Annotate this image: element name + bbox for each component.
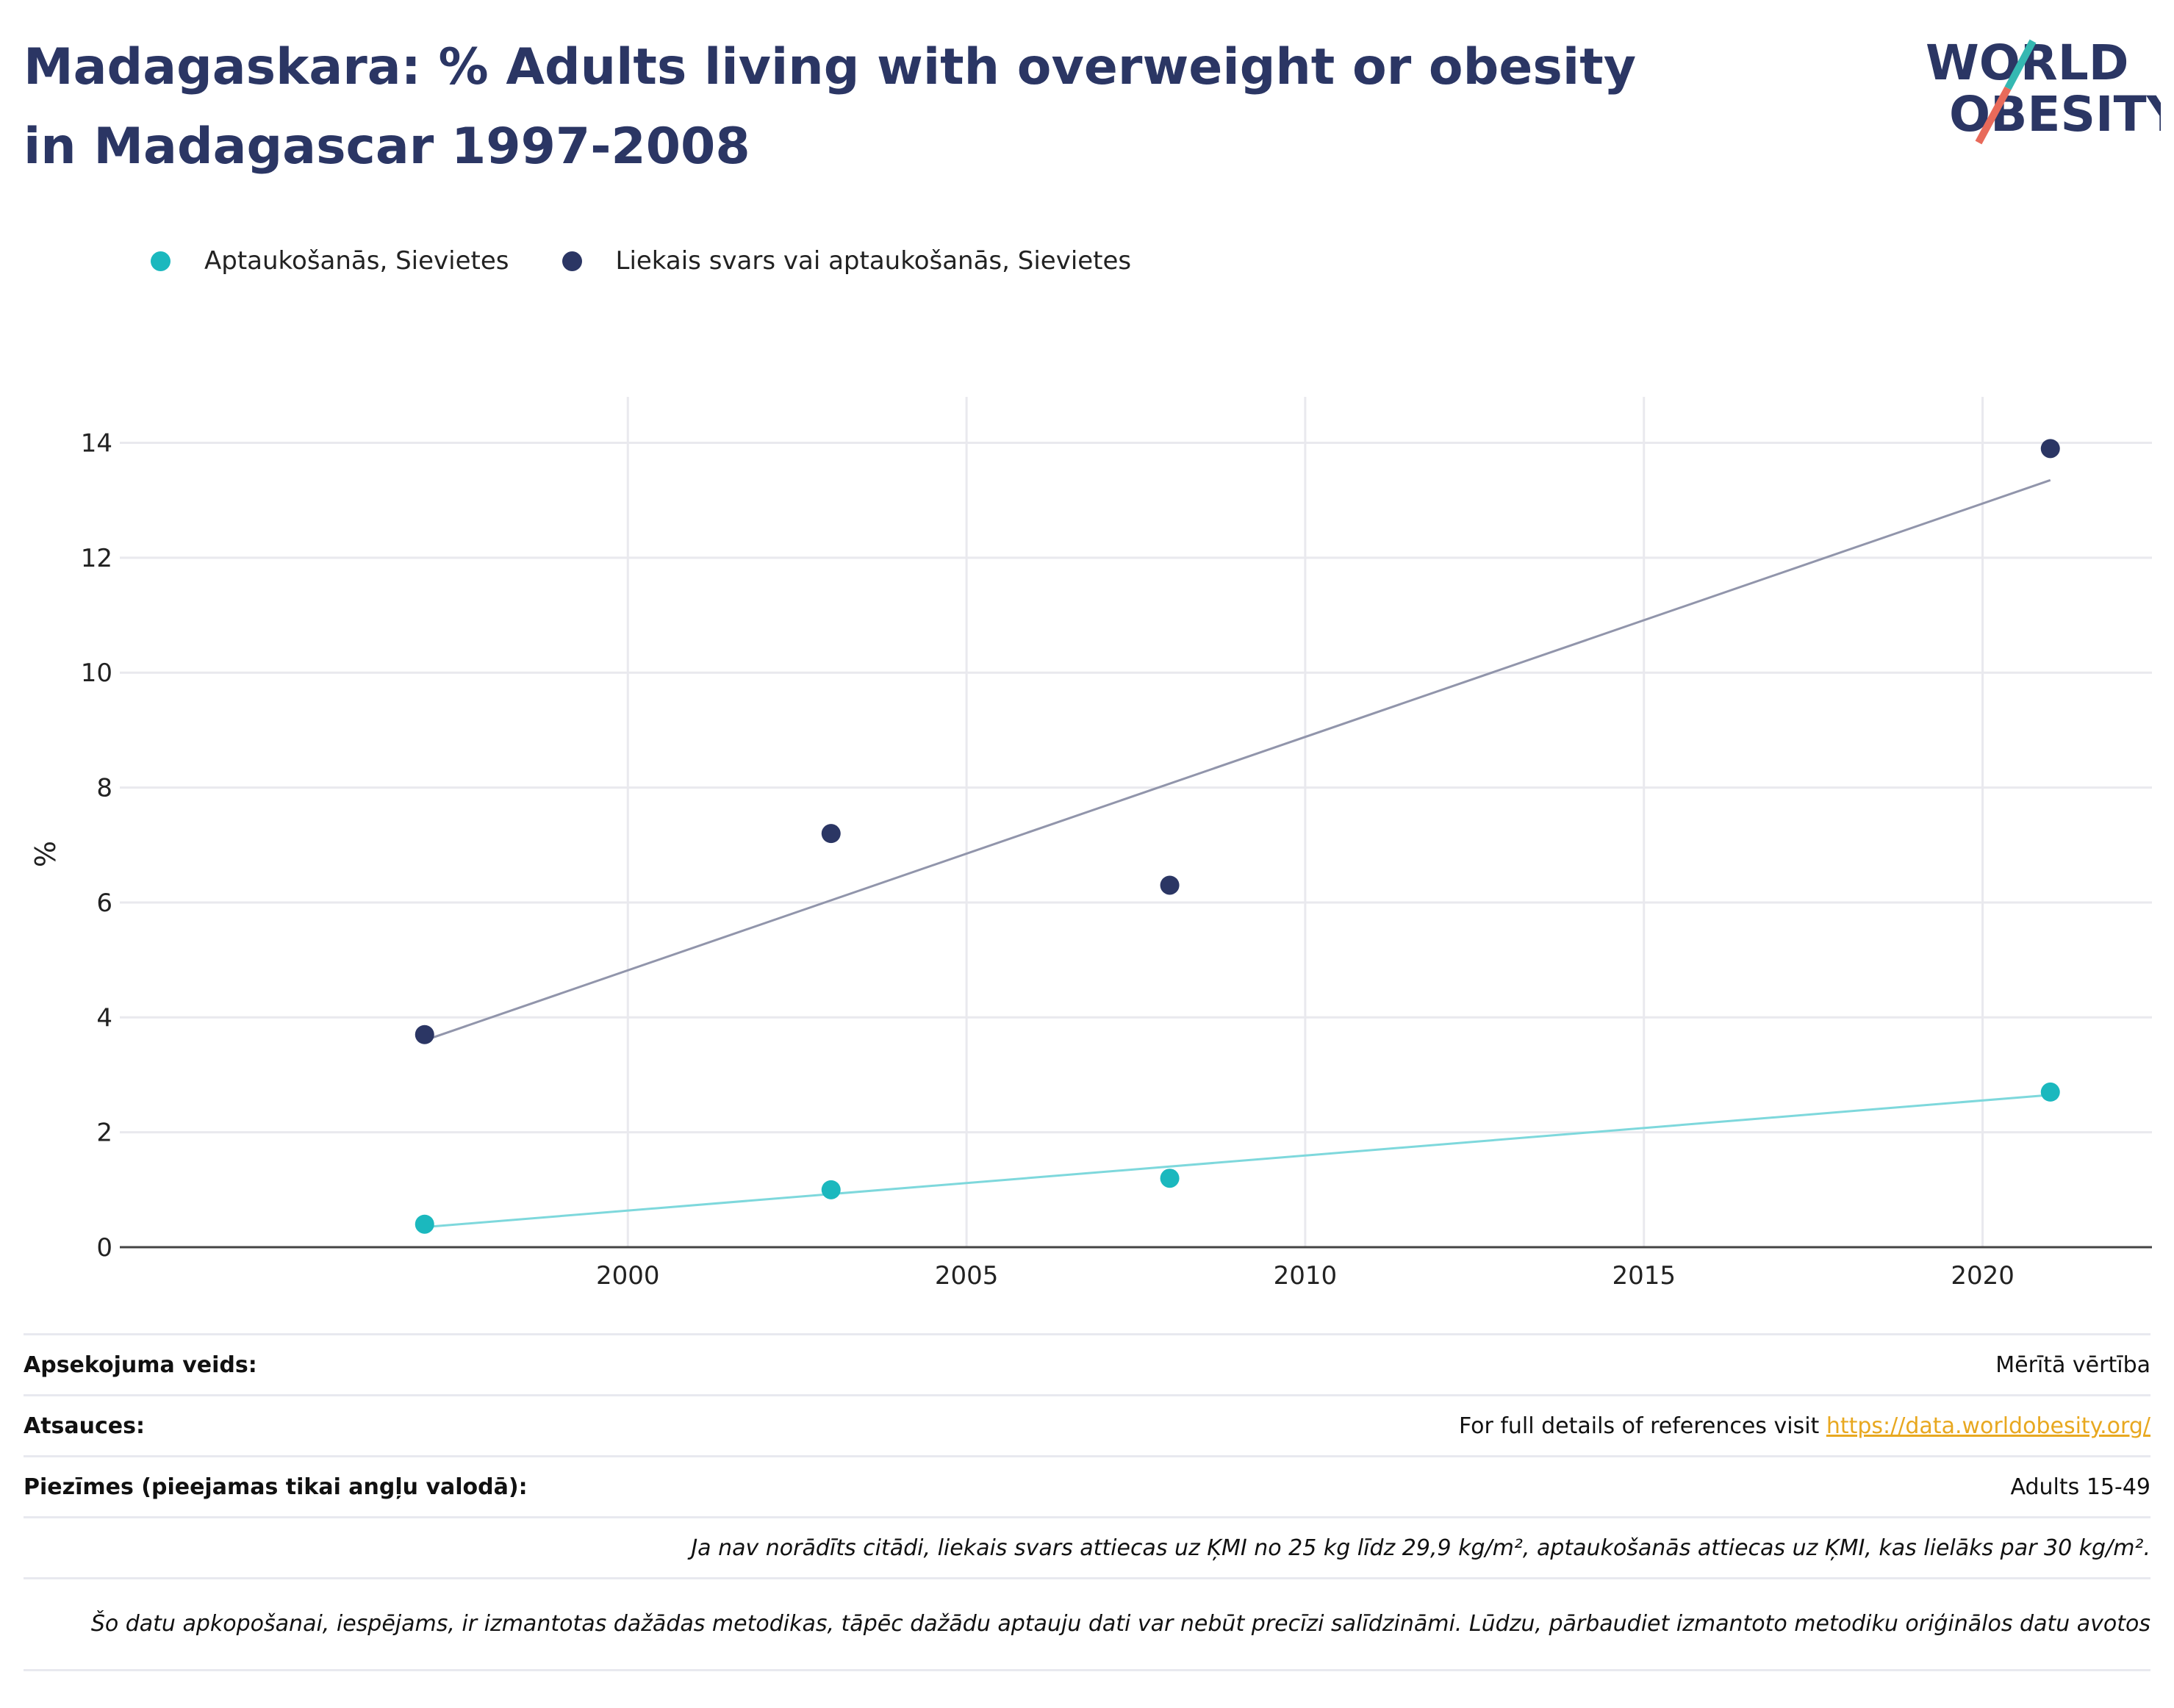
x-tick-label: 2015 (1612, 1261, 1676, 1291)
info-row-notes: Piezīmes (pieejamas tikai angļu valodā):… (24, 1455, 2150, 1516)
y-tick-label: 6 (96, 889, 112, 918)
scatter-chart: 2000 2005 2010 2015 2020 0 2 4 6 8 10 12 14 (81, 397, 2152, 1291)
survey-type-label: Apsekojuma veids: (24, 1352, 257, 1378)
y-tick-label: 4 (96, 1003, 112, 1033)
y-tick-label: 2 (96, 1119, 112, 1148)
notes-label: Piezīmes (pieejamas tikai angļu valodā): (24, 1474, 528, 1500)
x-tick-label: 2005 (935, 1261, 999, 1291)
legend-marker-obesity (151, 251, 171, 271)
x-tick-label: 2000 (596, 1261, 660, 1291)
references-prefix: For full details of references visit (1458, 1413, 1826, 1439)
svg-text:WORLD: WORLD (1926, 35, 2129, 91)
page-title: Madagaskara: % Adults living with overwe… (24, 38, 1637, 176)
y-tick-label: 12 (81, 544, 112, 573)
data-point-obesity (821, 1180, 841, 1199)
definition-note: Ja nav norādīts citādi, liekais svars at… (691, 1535, 2150, 1561)
trend-line-overweight (424, 478, 2051, 1041)
data-point-obesity (415, 1214, 434, 1234)
world-obesity-logo: WORLD OBESITY (1926, 35, 2161, 145)
legend-item-obesity[interactable]: Aptaukošanās, Sievietes (151, 246, 509, 276)
survey-type-value: Mērītā vērtība (1995, 1352, 2150, 1378)
data-point-obesity (2040, 1082, 2060, 1102)
notes-value: Adults 15-49 (2010, 1474, 2151, 1500)
methods-note: Šo datu apkopošanai, iespējams, ir izman… (90, 1611, 2150, 1637)
info-row-definition: Ja nav norādīts citādi, liekais svars at… (24, 1516, 2150, 1577)
legend-marker-overweight (562, 251, 582, 271)
info-row-references: Atsauces: For full details of references… (24, 1394, 2150, 1455)
data-point-obesity (1160, 1169, 1180, 1188)
data-point-overweight (2040, 439, 2060, 459)
y-tick-label: 14 (81, 429, 112, 459)
references-label: Atsauces: (24, 1413, 145, 1439)
data-point-overweight (821, 824, 841, 844)
data-point-overweight (1160, 875, 1180, 895)
info-row-methods: Šo datu apkopošanai, iespējams, ir izman… (24, 1577, 2150, 1671)
chart-legend: Aptaukošanās, Sievietes Liekais svars va… (151, 243, 1184, 279)
references-value: For full details of references visit htt… (1459, 1413, 2150, 1439)
x-tick-label: 2020 (1951, 1261, 2015, 1291)
data-point-overweight (415, 1025, 434, 1044)
info-table: Apsekojuma veids: Mērītā vērtība Atsauce… (24, 1333, 2150, 1671)
legend-label-overweight: Liekais svars vai aptaukošanās, Sieviete… (615, 246, 1132, 276)
references-link[interactable]: https://data.worldobesity.org/ (1826, 1413, 2150, 1439)
legend-item-overweight[interactable]: Liekais svars vai aptaukošanās, Sieviete… (562, 246, 1132, 276)
x-tick-label: 2010 (1274, 1261, 1338, 1291)
y-tick-label: 0 (96, 1233, 112, 1263)
trend-line-obesity (424, 1094, 2051, 1229)
legend-label-obesity: Aptaukošanās, Sievietes (204, 246, 509, 276)
info-row-survey: Apsekojuma veids: Mērītā vērtība (24, 1333, 2150, 1394)
y-tick-label: 10 (81, 659, 112, 688)
y-tick-label: 8 (96, 774, 112, 803)
